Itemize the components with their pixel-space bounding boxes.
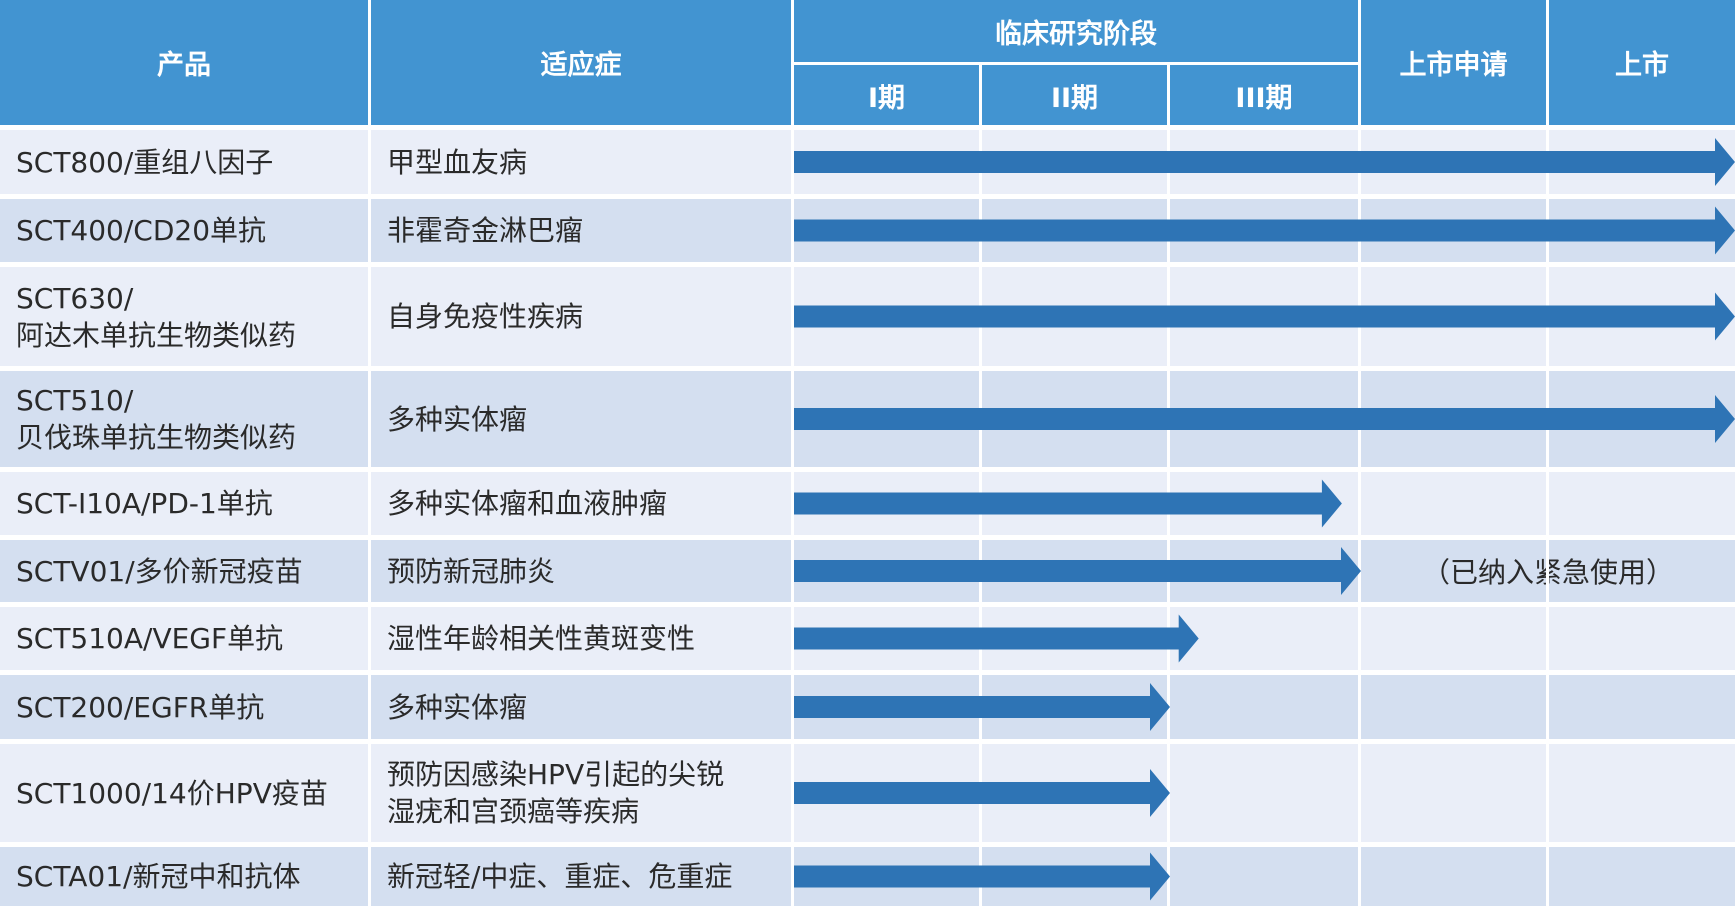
product-cell: SCT510A/VEGF单抗 xyxy=(0,607,368,670)
indication-line: 湿疣和宫颈癌等疾病 xyxy=(387,795,640,828)
product-line: SCT1000/14价HPV疫苗 xyxy=(16,776,328,810)
progress-arrow xyxy=(794,852,1170,901)
progress-arrow xyxy=(794,769,1170,817)
product-name: SCTV01/多价新冠疫苗 xyxy=(16,553,303,590)
progress-arrow xyxy=(794,292,1735,341)
column-divider xyxy=(979,125,982,906)
indication-cell: 多种实体瘤 xyxy=(371,675,791,739)
product-cell: SCT510/贝伐珠单抗生物类似药 xyxy=(0,371,368,467)
column-divider xyxy=(791,125,794,906)
indication-text: 多种实体瘤和血液肿瘤 xyxy=(387,485,667,522)
indication-line: 多种实体瘤 xyxy=(387,402,528,436)
product-name: SCT800/重组八因子 xyxy=(16,144,273,181)
header-stage-5: 上市 xyxy=(1549,0,1735,125)
product-name: SCT200/EGFR单抗 xyxy=(16,689,264,726)
product-line: SCTA01/新冠中和抗体 xyxy=(16,860,301,893)
header-stage-3: III期 xyxy=(1170,65,1358,125)
indication-line: 多种实体瘤 xyxy=(387,690,528,724)
progress-arrow xyxy=(794,395,1735,443)
product-line: SCT510/ xyxy=(16,384,134,417)
product-name: SCT510/贝伐珠单抗生物类似药 xyxy=(16,382,296,456)
indication-cell: 自身免疫性疾病 xyxy=(371,267,791,366)
indication-cell: 甲型血友病 xyxy=(371,130,791,194)
product-name: SCTA01/新冠中和抗体 xyxy=(16,858,300,895)
product-cell: SCT630/阿达木单抗生物类似药 xyxy=(0,267,368,366)
product-name: SCT510A/VEGF单抗 xyxy=(16,620,283,657)
product-cell: SCTV01/多价新冠疫苗 xyxy=(0,540,368,602)
indication-line: 预防因感染HPV引起的尖锐 xyxy=(387,758,725,791)
product-name: SCT400/CD20单抗 xyxy=(16,212,266,249)
header-stage-1: I期 xyxy=(794,65,979,125)
indication-line: 多种实体瘤和血液肿瘤 xyxy=(387,487,668,520)
progress-arrow xyxy=(794,547,1361,595)
product-line: SCT800/重组八因子 xyxy=(16,145,274,179)
indication-line: 自身免疫性疾病 xyxy=(387,300,584,333)
product-line: SCT200/EGFR单抗 xyxy=(16,690,265,724)
column-divider xyxy=(1167,125,1170,906)
header-stage-2: II期 xyxy=(982,65,1167,125)
indication-cell: 多种实体瘤 xyxy=(371,371,791,467)
indication-line: 甲型血友病 xyxy=(387,145,528,179)
indication-cell: 湿性年龄相关性黄斑变性 xyxy=(371,607,791,670)
product-line: 贝伐珠单抗生物类似药 xyxy=(16,421,297,454)
indication-text: 自身免疫性疾病 xyxy=(387,298,583,335)
progress-arrow xyxy=(794,479,1342,528)
progress-arrow xyxy=(794,683,1170,731)
header-phase-group: 临床研究阶段 xyxy=(794,0,1358,62)
indication-cell: 预防新冠肺炎 xyxy=(371,540,791,602)
progress-arrow xyxy=(794,614,1199,663)
product-cell: SCT-I10A/PD-1单抗 xyxy=(0,472,368,535)
product-line: SCT-I10A/PD-1单抗 xyxy=(16,487,273,520)
indication-line: 预防新冠肺炎 xyxy=(387,554,556,588)
product-cell: SCT1000/14价HPV疫苗 xyxy=(0,744,368,842)
indication-cell: 多种实体瘤和血液肿瘤 xyxy=(371,472,791,535)
indication-cell: 新冠轻/中症、重症、危重症 xyxy=(371,847,791,906)
indication-text: 湿性年龄相关性黄斑变性 xyxy=(387,620,695,657)
indication-text: 非霍奇金淋巴瘤 xyxy=(387,212,583,249)
progress-arrow xyxy=(794,206,1735,255)
column-divider xyxy=(1358,125,1361,906)
header-indication: 适应症 xyxy=(371,0,791,125)
product-line: SCT630/ xyxy=(16,281,134,315)
product-line: SCT510A/VEGF单抗 xyxy=(16,622,284,655)
indication-text: 新冠轻/中症、重症、危重症 xyxy=(387,858,732,895)
product-cell: SCT800/重组八因子 xyxy=(0,130,368,194)
progress-arrow xyxy=(794,138,1735,186)
indication-cell: 预防因感染HPV引起的尖锐 湿疣和宫颈癌等疾病 xyxy=(371,744,791,842)
indication-line: 新冠轻/中症、重症、危重症 xyxy=(387,860,733,893)
indication-text: 多种实体瘤 xyxy=(387,401,527,438)
indication-line: 湿性年龄相关性黄斑变性 xyxy=(387,622,696,655)
indication-text: 预防因感染HPV引起的尖锐 湿疣和宫颈癌等疾病 xyxy=(387,756,724,830)
product-line: 阿达木单抗生物类似药 xyxy=(16,318,297,352)
indication-text: 多种实体瘤 xyxy=(387,689,527,726)
product-line: SCT400/CD20单抗 xyxy=(16,214,267,247)
header-stage-4: 上市申请 xyxy=(1361,0,1546,125)
product-name: SCT1000/14价HPV疫苗 xyxy=(16,775,328,812)
product-cell: SCT400/CD20单抗 xyxy=(0,199,368,262)
indication-line: 非霍奇金淋巴瘤 xyxy=(387,214,584,247)
column-divider xyxy=(368,125,371,906)
product-cell: SCT200/EGFR单抗 xyxy=(0,675,368,739)
indication-text: 预防新冠肺炎 xyxy=(387,553,555,590)
header-product: 产品 xyxy=(0,0,368,125)
column-divider xyxy=(1546,125,1549,906)
indication-text: 甲型血友病 xyxy=(387,144,527,181)
product-name: SCT630/阿达木单抗生物类似药 xyxy=(16,280,296,354)
indication-cell: 非霍奇金淋巴瘤 xyxy=(371,199,791,262)
product-line: SCTV01/多价新冠疫苗 xyxy=(16,554,303,588)
product-cell: SCTA01/新冠中和抗体 xyxy=(0,847,368,906)
product-name: SCT-I10A/PD-1单抗 xyxy=(16,485,273,522)
